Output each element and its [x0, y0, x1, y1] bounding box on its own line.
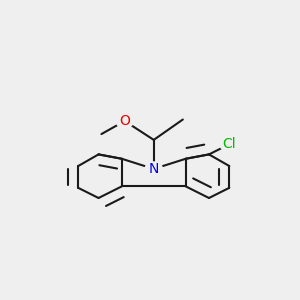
Text: N: N — [148, 162, 159, 176]
Text: Cl: Cl — [223, 137, 236, 151]
Ellipse shape — [220, 137, 239, 151]
Ellipse shape — [145, 162, 163, 176]
Text: O: O — [119, 114, 130, 128]
Ellipse shape — [116, 114, 134, 128]
